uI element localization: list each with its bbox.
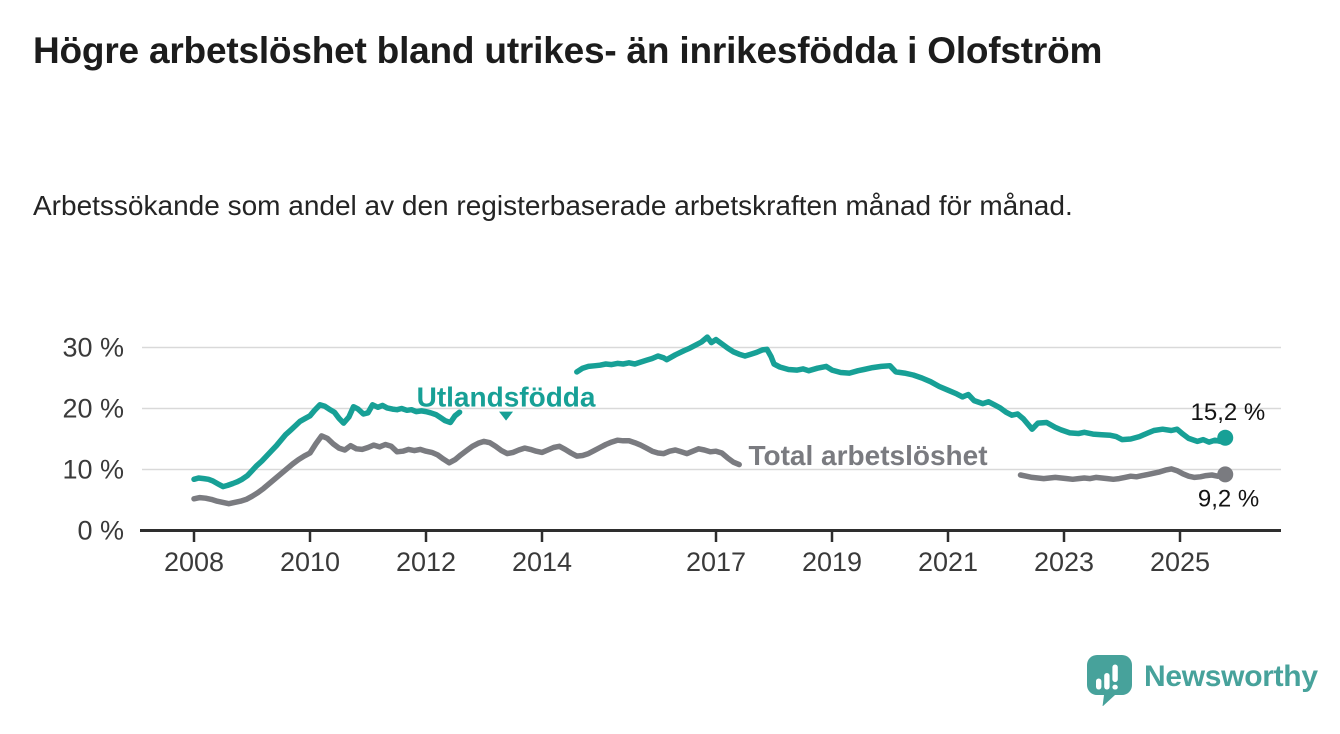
logo-exclamation-dot — [1112, 684, 1118, 690]
x-tick-label: 2012 — [396, 547, 456, 577]
series-line-total — [191, 433, 742, 507]
page-title: Högre arbetslöshet bland utrikes- än inr… — [33, 30, 1103, 71]
x-tick-label: 2019 — [802, 547, 862, 577]
series-line-utlandsfodda — [191, 402, 463, 490]
series-line-total — [1017, 466, 1228, 483]
x-tick-label: 2025 — [1150, 547, 1210, 577]
end-value-label-utlandsfodda: 15,2 % — [1191, 399, 1266, 426]
series-label-total: Total arbetslöshet — [748, 440, 987, 471]
x-tick-label: 2008 — [164, 547, 224, 577]
y-tick-label: 10 % — [62, 455, 124, 485]
end-value-label-total: 9,2 % — [1198, 485, 1259, 512]
series-line-utlandsfodda — [574, 334, 1228, 445]
newsworthy-logo: Newsworthy — [1086, 654, 1318, 706]
x-tick-label: 2010 — [280, 547, 340, 577]
chart-subtitle: Arbetssökande som andel av den registerb… — [33, 190, 1073, 221]
logo-bar-short — [1096, 678, 1102, 690]
x-tick-label: 2023 — [1034, 547, 1094, 577]
x-tick-label: 2021 — [918, 547, 978, 577]
y-tick-label: 30 % — [62, 333, 124, 363]
x-tick-label: 2017 — [686, 547, 746, 577]
newsworthy-logo-icon — [1087, 655, 1132, 706]
logo-bar-tall — [1104, 673, 1110, 690]
y-tick-label: 20 % — [62, 394, 124, 424]
y-tick-label: 0 % — [77, 516, 124, 546]
series-label-marker-utlandsfodda — [499, 411, 514, 421]
newsworthy-logo-text: Newsworthy — [1144, 660, 1318, 693]
series-label-utlandsfodda: Utlandsfödda — [417, 382, 596, 413]
series-end-dot-utlandsfodda — [1217, 429, 1234, 446]
series-end-dot-total — [1217, 466, 1234, 483]
x-tick-label: 2014 — [512, 547, 572, 577]
logo-exclamation-bar — [1112, 664, 1118, 682]
